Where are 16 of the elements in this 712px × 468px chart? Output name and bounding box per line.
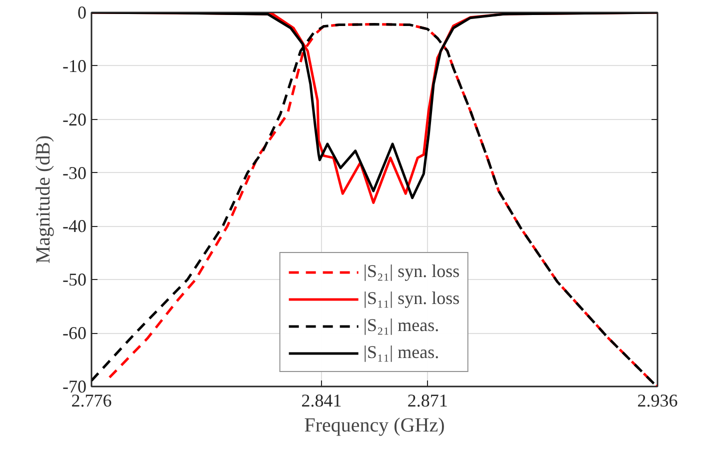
y-axis-title: Magnitude (dB) [32, 135, 55, 264]
y-tick-label: -60 [62, 323, 87, 344]
x-tick-label: 2.936 [637, 390, 678, 410]
legend-label: |S₂₁| syn. loss [363, 261, 460, 282]
y-tick-label: -50 [62, 270, 87, 290]
y-tick-label: 0 [78, 2, 86, 22]
x-tick-label: 2.841 [301, 390, 342, 410]
legend-label: |S₁₁| meas. [363, 342, 440, 363]
y-tick-label: -20 [62, 109, 87, 130]
legend-label: |S₂₁| meas. [363, 315, 440, 336]
y-tick-label: -10 [62, 56, 87, 76]
y-tick-label: -30 [62, 162, 87, 183]
x-axis-title: Frequency (GHz) [304, 414, 445, 436]
y-tick-label: -40 [62, 216, 87, 236]
legend-label: |S₁₁| syn. loss [363, 288, 460, 309]
x-tick-label: 2.871 [407, 390, 448, 410]
